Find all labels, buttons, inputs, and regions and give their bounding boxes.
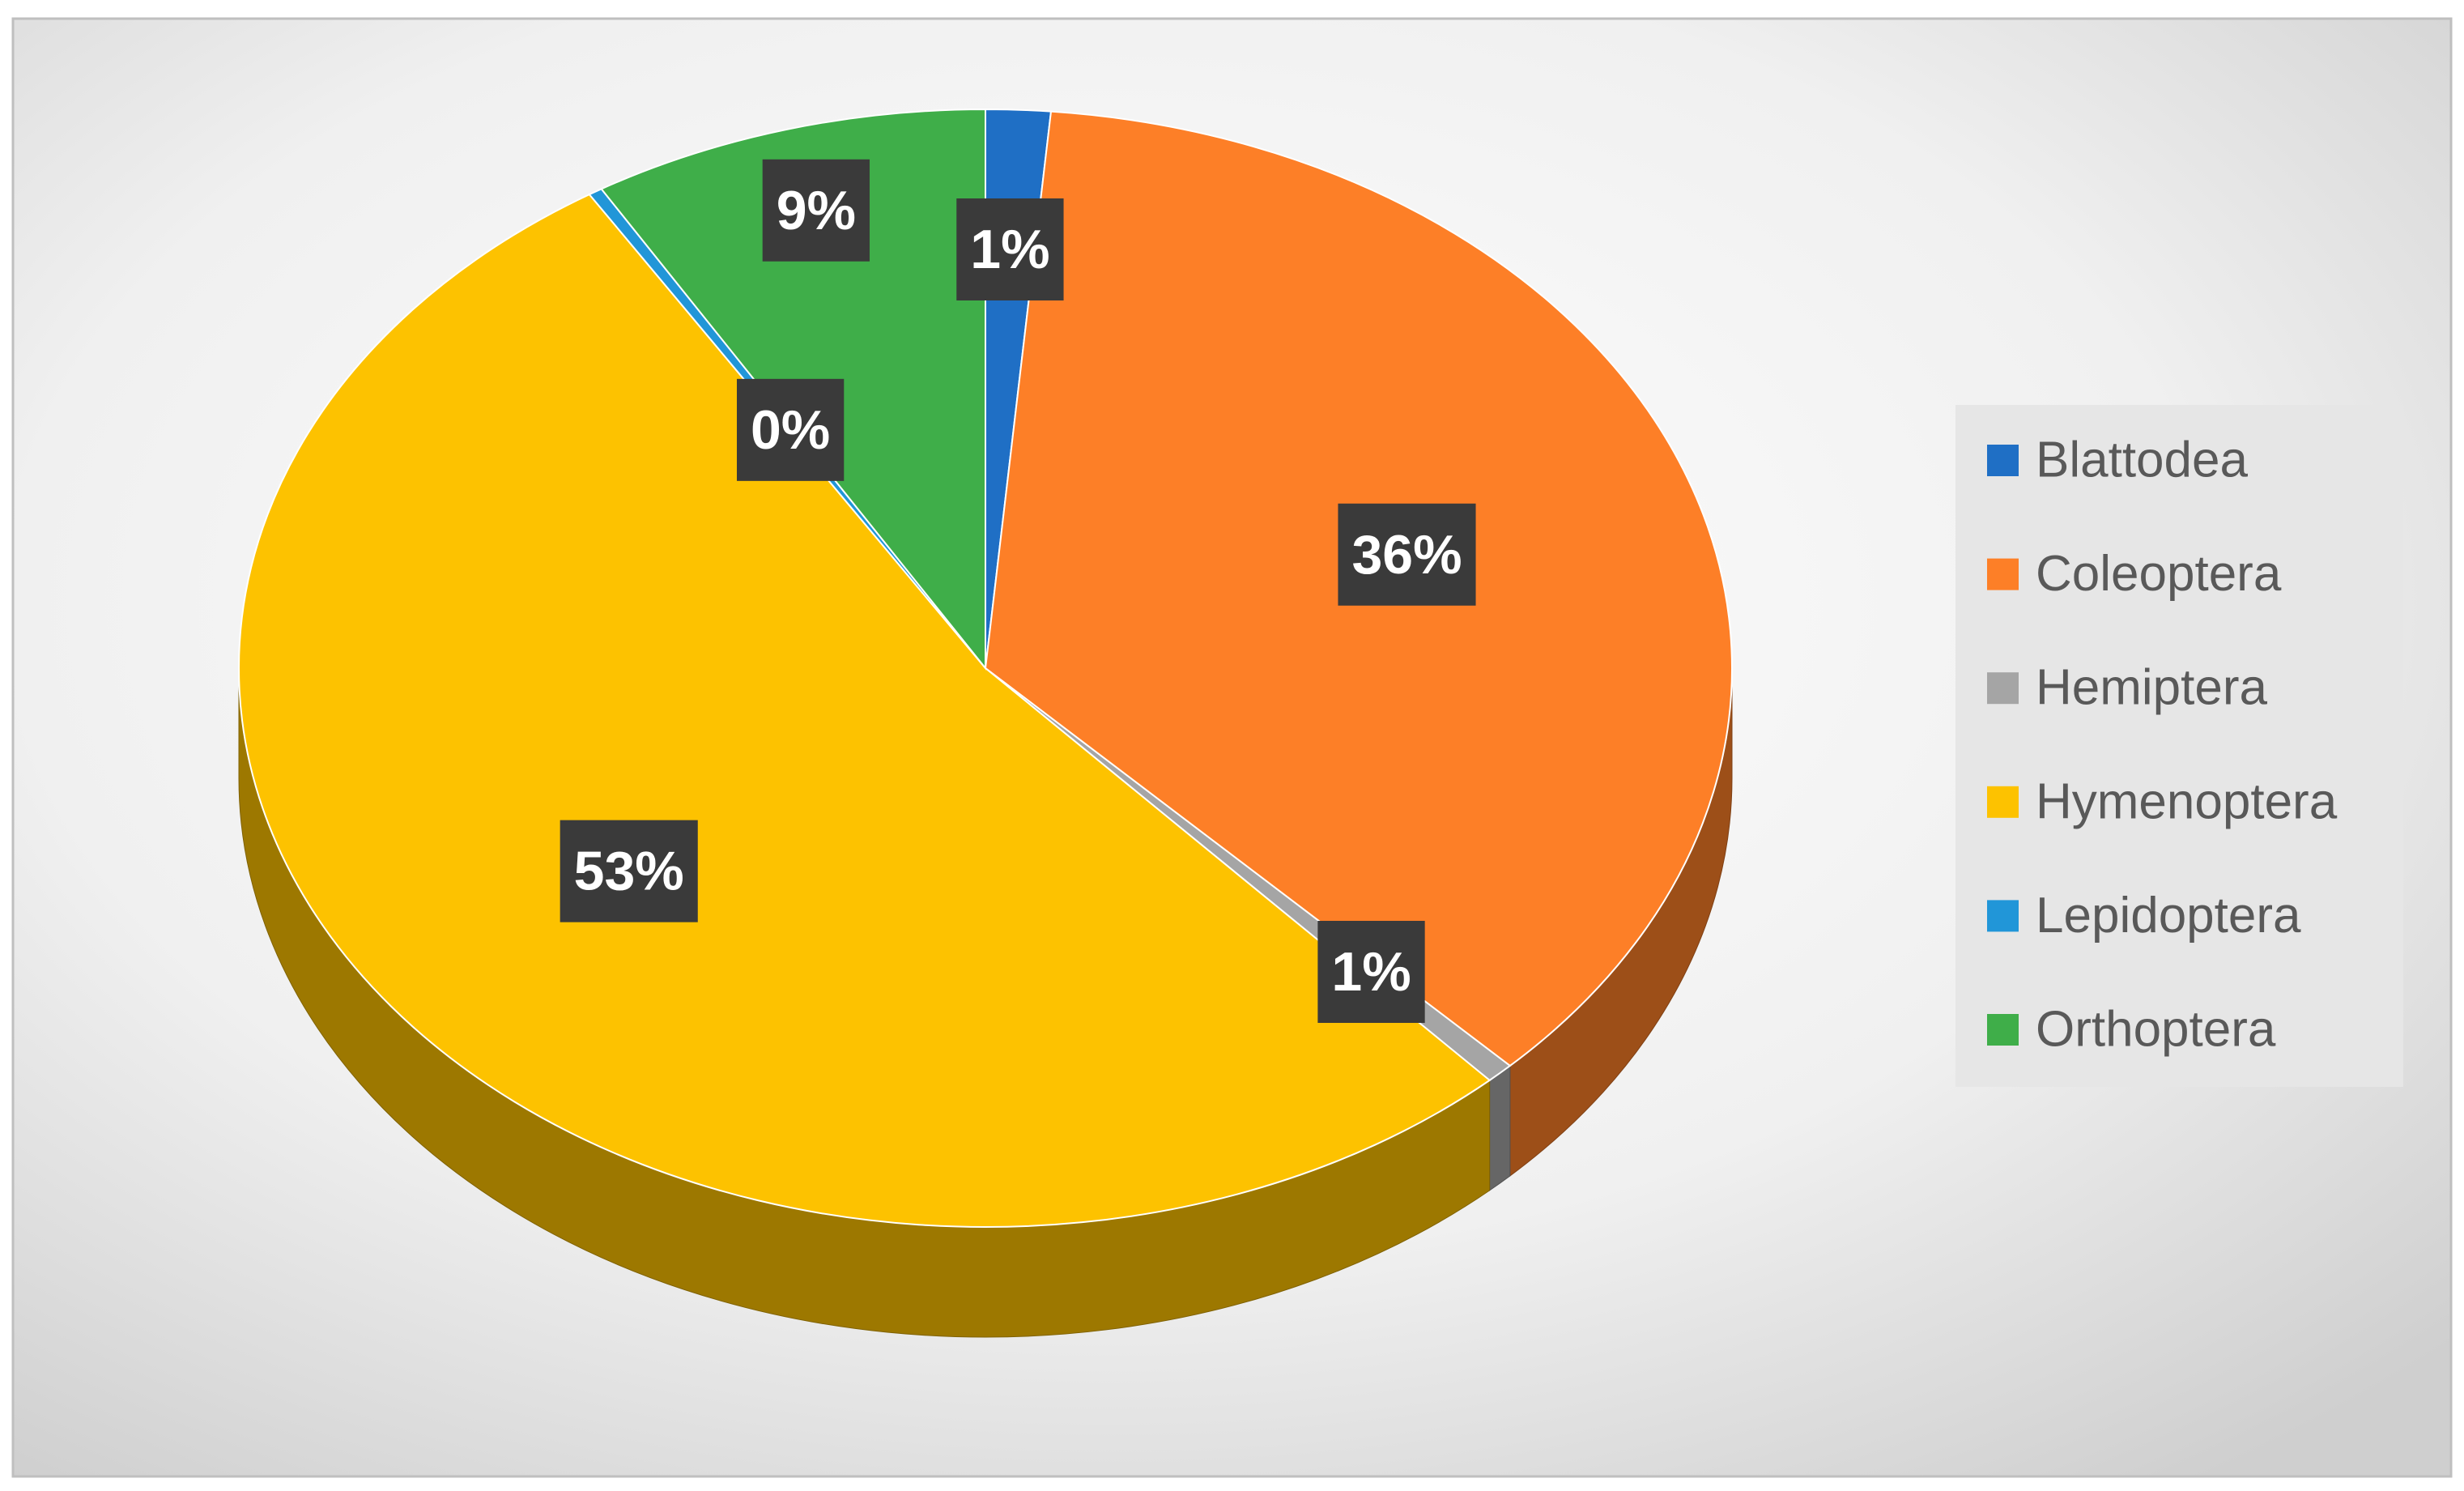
- data-label-box: [1338, 503, 1476, 606]
- legend-swatch: [1987, 672, 2019, 705]
- data-label: 1%: [1331, 941, 1411, 1003]
- data-label-box: [956, 198, 1064, 301]
- pie: 1% 36% 1% 53% 0% 9%: [237, 108, 1733, 1338]
- legend-swatch: [1987, 445, 2019, 476]
- data-label: 1%: [970, 219, 1049, 280]
- data-label: 36%: [1351, 524, 1462, 586]
- pie-slice: [237, 193, 1492, 1228]
- legend-label: Hemiptera: [2036, 660, 2268, 716]
- legend-label: Hymenoptera: [2036, 773, 2338, 829]
- legend: Blattodea Coleoptera Hemiptera Hymenoptera L…: [1987, 432, 2338, 1058]
- legend-swatch: [1987, 900, 2019, 932]
- legend-swatch: [1987, 1014, 2019, 1046]
- slice-side: [1489, 1064, 1511, 1191]
- legend-label: Lepidoptera: [2036, 888, 2301, 944]
- data-label: 53%: [574, 841, 684, 902]
- legend-label: Orthoptera: [2036, 1002, 2276, 1058]
- legend-label: Blattodea: [2036, 432, 2249, 488]
- data-label-box: [762, 159, 870, 262]
- data-label-box: [1317, 921, 1425, 1024]
- legend-label: Coleoptera: [2036, 546, 2282, 602]
- data-label: 9%: [777, 180, 856, 241]
- data-label: 0%: [751, 399, 830, 461]
- data-label-box: [736, 378, 845, 481]
- legend-box: [1955, 405, 2403, 1087]
- data-label-box: [560, 820, 698, 922]
- legend-swatch: [1987, 786, 2019, 818]
- legend-swatch: [1987, 558, 2019, 590]
